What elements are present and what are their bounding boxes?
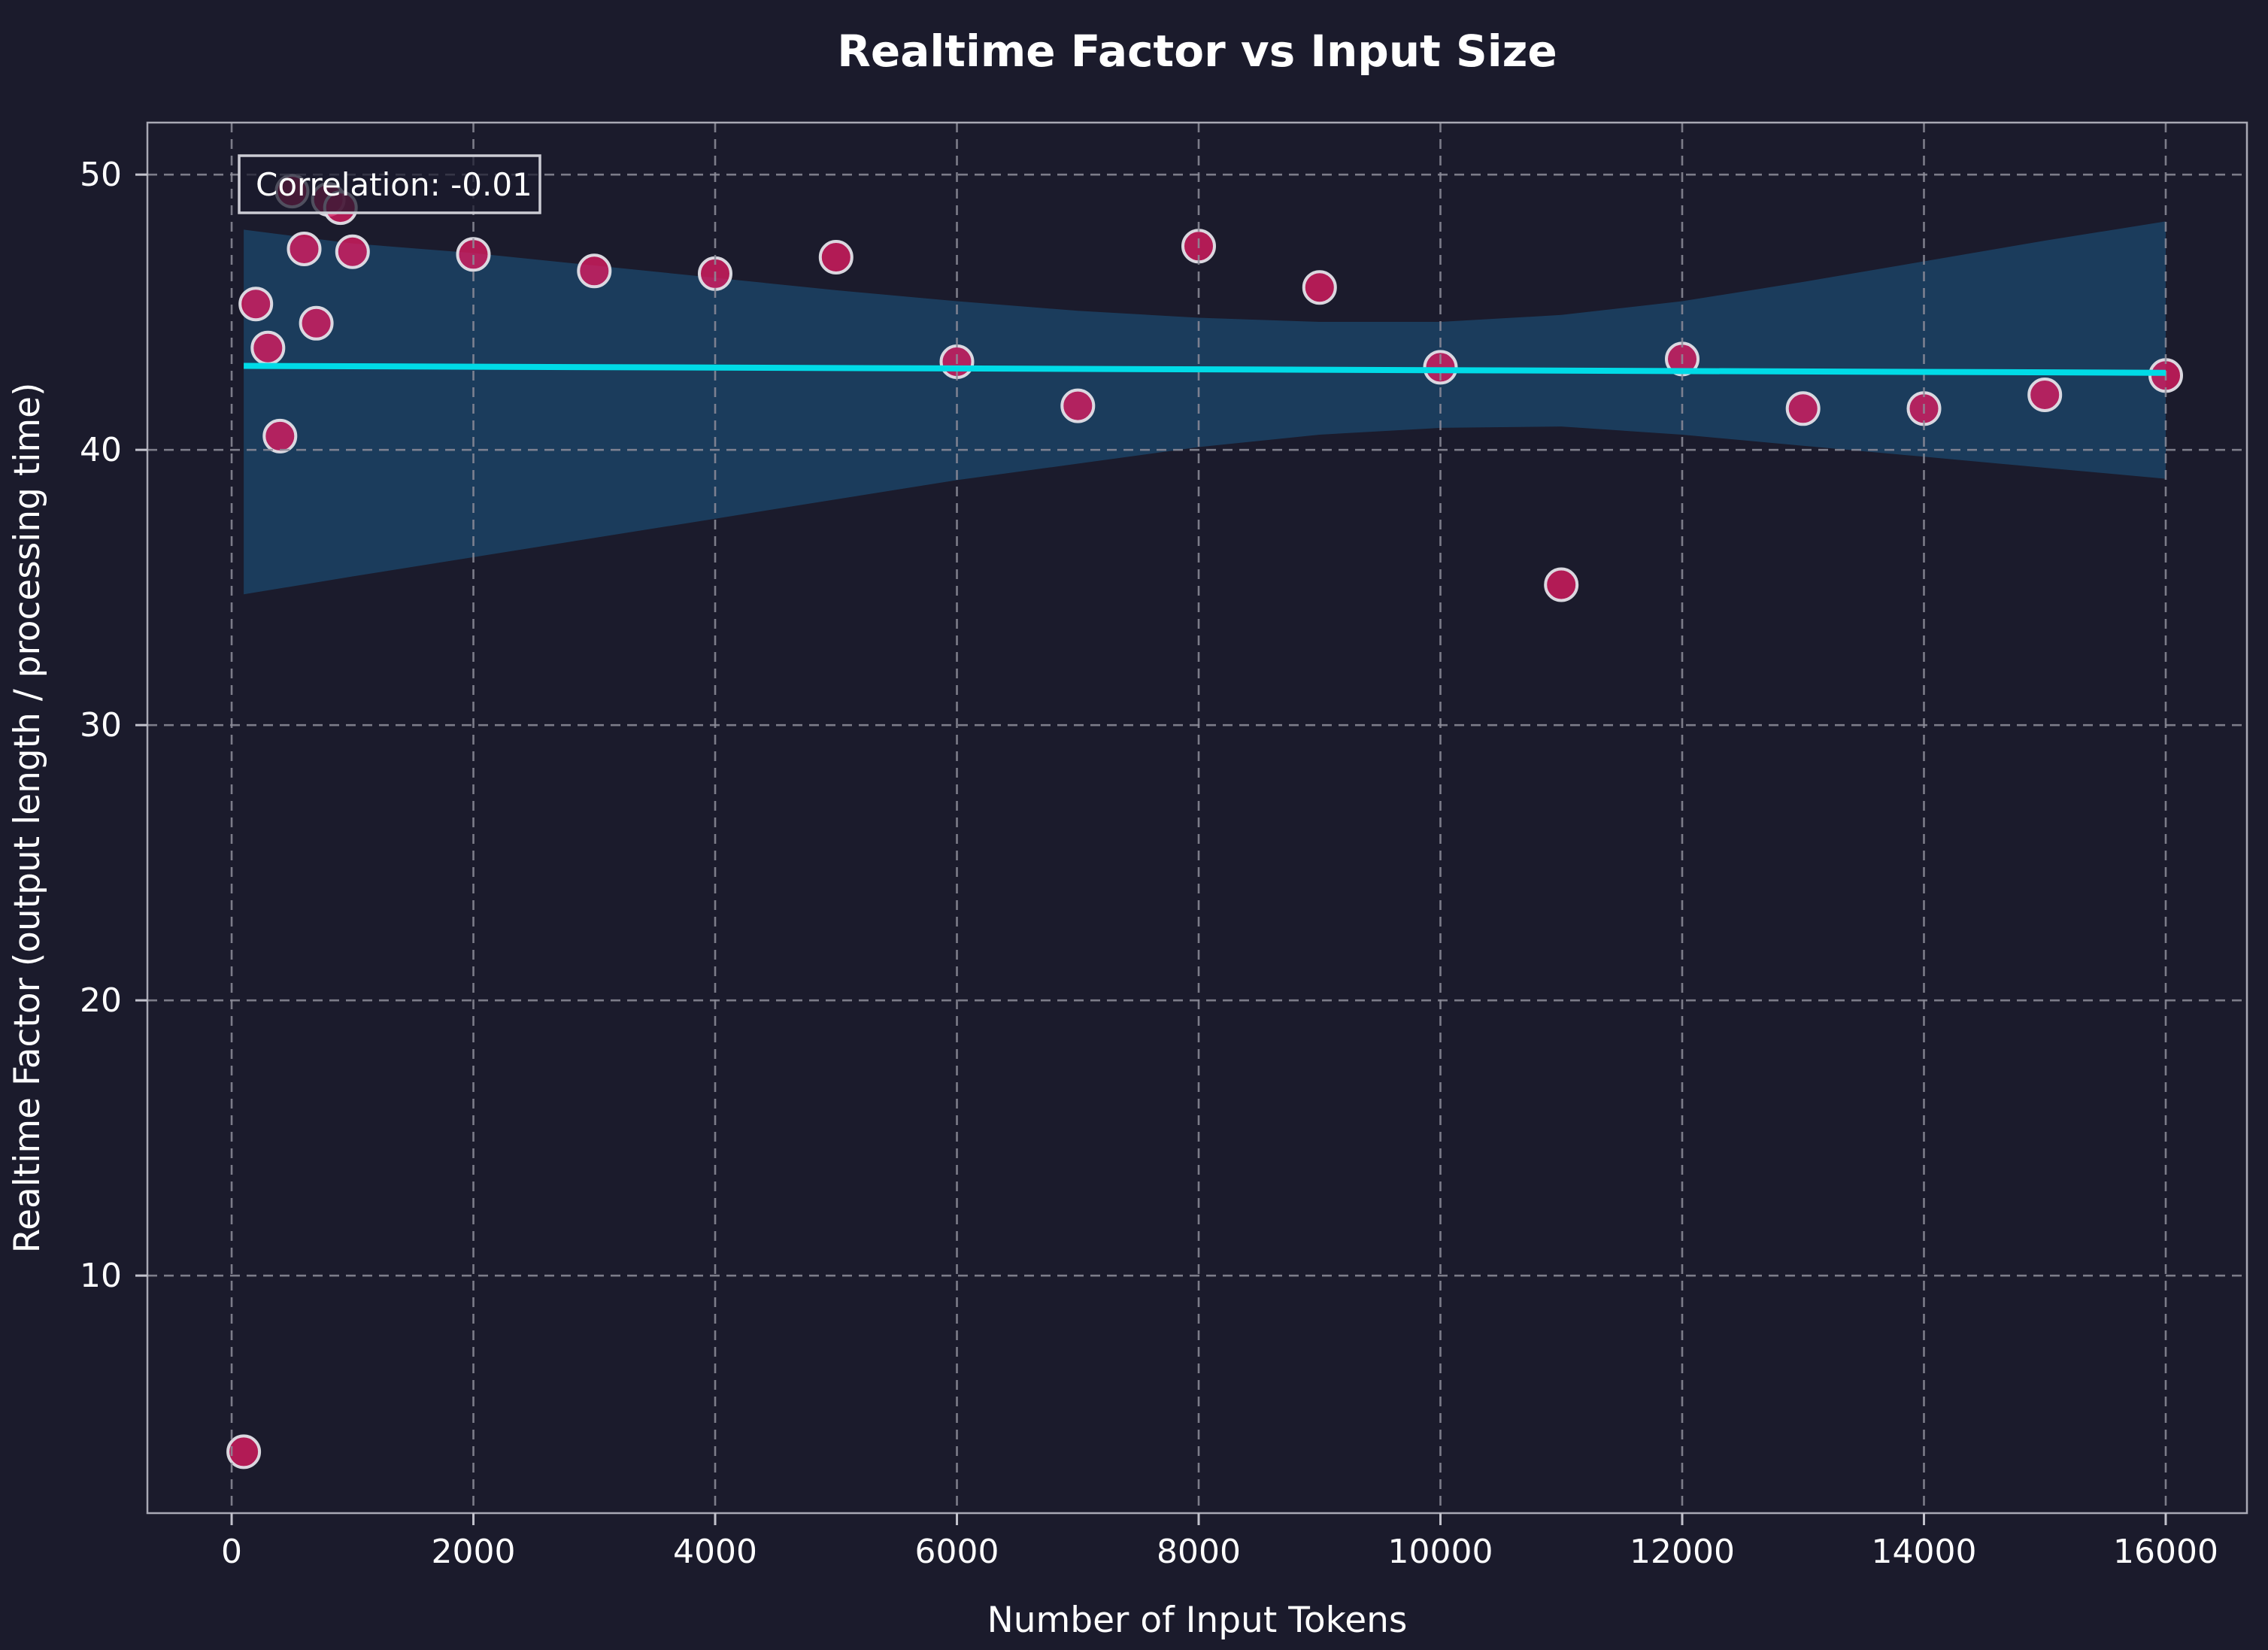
scatter-point [1785,391,1821,426]
tick-marks [135,173,2167,1525]
scatter-point [226,1434,262,1470]
y-tick-label: 30 [80,706,122,745]
scatter-point [299,305,334,341]
x-tick-labels: 0 2000 4000 6000 8000 10000 12000 14000 16000 [221,1533,2218,1571]
x-tick-label: 4000 [673,1533,757,1571]
chart-title: Realtime Factor vs Input Size [837,26,1557,77]
x-tick-label: 16000 [2113,1533,2218,1571]
regression-line [244,362,2166,376]
y-axis-label: Realtime Factor (output length / process… [7,383,48,1254]
scatter-point [1060,388,1096,423]
x-tick-label: 14000 [1871,1533,1976,1571]
scatter-point [577,253,612,289]
scatter-point [1302,270,1337,305]
correlation-annotation: Correlation: -0.01 [238,154,541,214]
x-tick-label: 2000 [432,1533,516,1571]
scatter-point [287,232,322,266]
scatter-point [238,287,274,322]
x-tick-label: 12000 [1630,1533,1735,1571]
scatter-point [335,234,370,269]
scatter-point [1544,567,1579,602]
scatter-point [250,330,286,365]
y-tick-label: 10 [80,1257,122,1295]
annotation-text: Correlation: -0.01 [256,166,532,203]
y-tick-label: 40 [80,431,122,469]
y-tick-labels: 10 20 30 40 50 [80,156,122,1295]
scatter-point [818,240,854,274]
scatter-point [262,418,298,453]
y-tick-label: 50 [80,156,122,194]
x-tick-label: 6000 [915,1533,999,1571]
confidence-band [244,221,2166,595]
x-tick-label: 8000 [1157,1533,1241,1571]
x-tick-label: 0 [221,1533,242,1571]
y-tick-label: 20 [80,981,122,1020]
x-axis-label: Number of Input Tokens [987,1600,1408,1641]
x-tick-label: 10000 [1388,1533,1493,1571]
axes-frame [146,121,2248,1515]
scatter-point [2027,378,2063,412]
annotation-box [238,154,541,214]
